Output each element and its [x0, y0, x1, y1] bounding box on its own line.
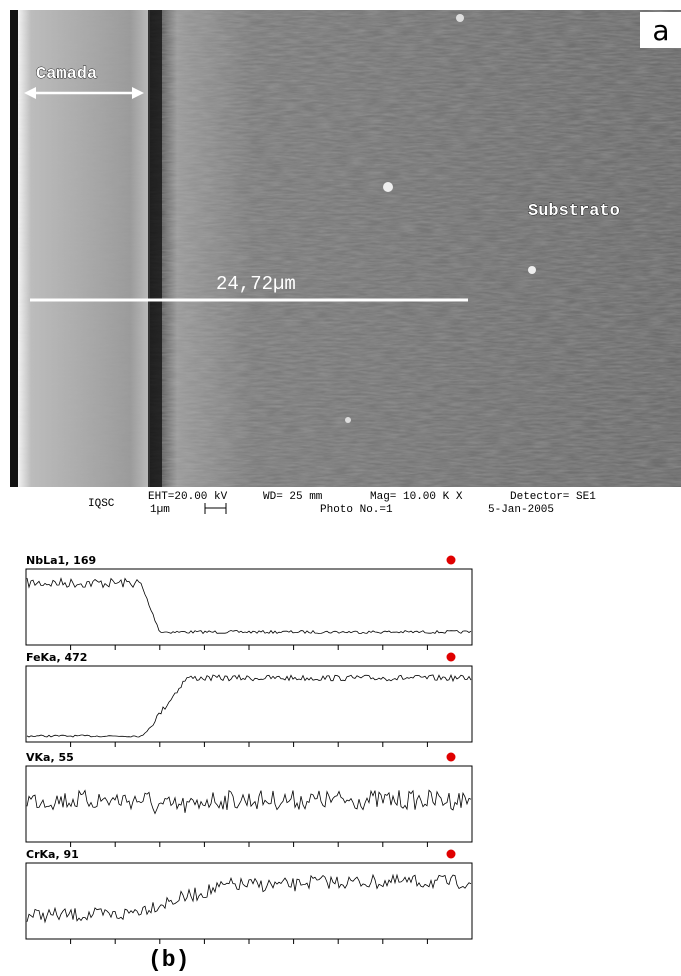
particle [528, 266, 536, 274]
info-bar: IQSC EHT=20.00 kV 1µm WD= 25 mm Mag= 10.… [88, 491, 596, 516]
detector: Detector= SE1 [510, 491, 596, 503]
scan-label: VKa, 55 [26, 751, 74, 764]
scan-label: CrKa, 91 [26, 848, 79, 861]
scan-label: NbLa1, 169 [26, 554, 96, 567]
status-dot [447, 556, 456, 565]
substrate-texture [145, 10, 681, 487]
scan-trace [27, 875, 471, 922]
figure: a Camada Substrato 24,72µm IQSC EHT=20.0… [0, 0, 681, 976]
scan-frame [26, 766, 472, 842]
scan-trace [27, 790, 471, 813]
panel-label: a [652, 14, 669, 47]
particle [345, 417, 351, 423]
status-dot [447, 850, 456, 859]
institution: IQSC [88, 498, 115, 510]
layer-label: Camada [36, 65, 97, 84]
scan-label: FeKa, 472 [26, 651, 87, 664]
scan-trace [27, 578, 471, 634]
scale-bar-label: 1µm [150, 504, 170, 516]
mag: Mag= 10.00 K X [370, 491, 463, 503]
scan-trace [27, 675, 471, 737]
caption: (b) [148, 947, 189, 973]
wd: WD= 25 mm [263, 491, 323, 503]
photo: Photo No.=1 [320, 504, 393, 516]
particle [383, 182, 393, 192]
status-dot [447, 653, 456, 662]
scan-frame [26, 863, 472, 939]
status-dot [447, 753, 456, 762]
interface [148, 10, 162, 487]
line-scans: NbLa1, 169 FeKa, 472 VKa, 55 CrKa, 91 [26, 554, 472, 944]
measure-label: 24,72µm [216, 273, 296, 295]
substrate-label: Substrato [528, 202, 620, 221]
sem-image: a Camada Substrato 24,72µm [10, 10, 681, 487]
scan-frame [26, 569, 472, 645]
page: a Camada Substrato 24,72µm IQSC EHT=20.0… [0, 0, 681, 976]
scale-bar [205, 503, 226, 514]
eht: EHT=20.00 kV [148, 491, 228, 503]
date: 5-Jan-2005 [488, 504, 554, 516]
particle [456, 14, 464, 22]
